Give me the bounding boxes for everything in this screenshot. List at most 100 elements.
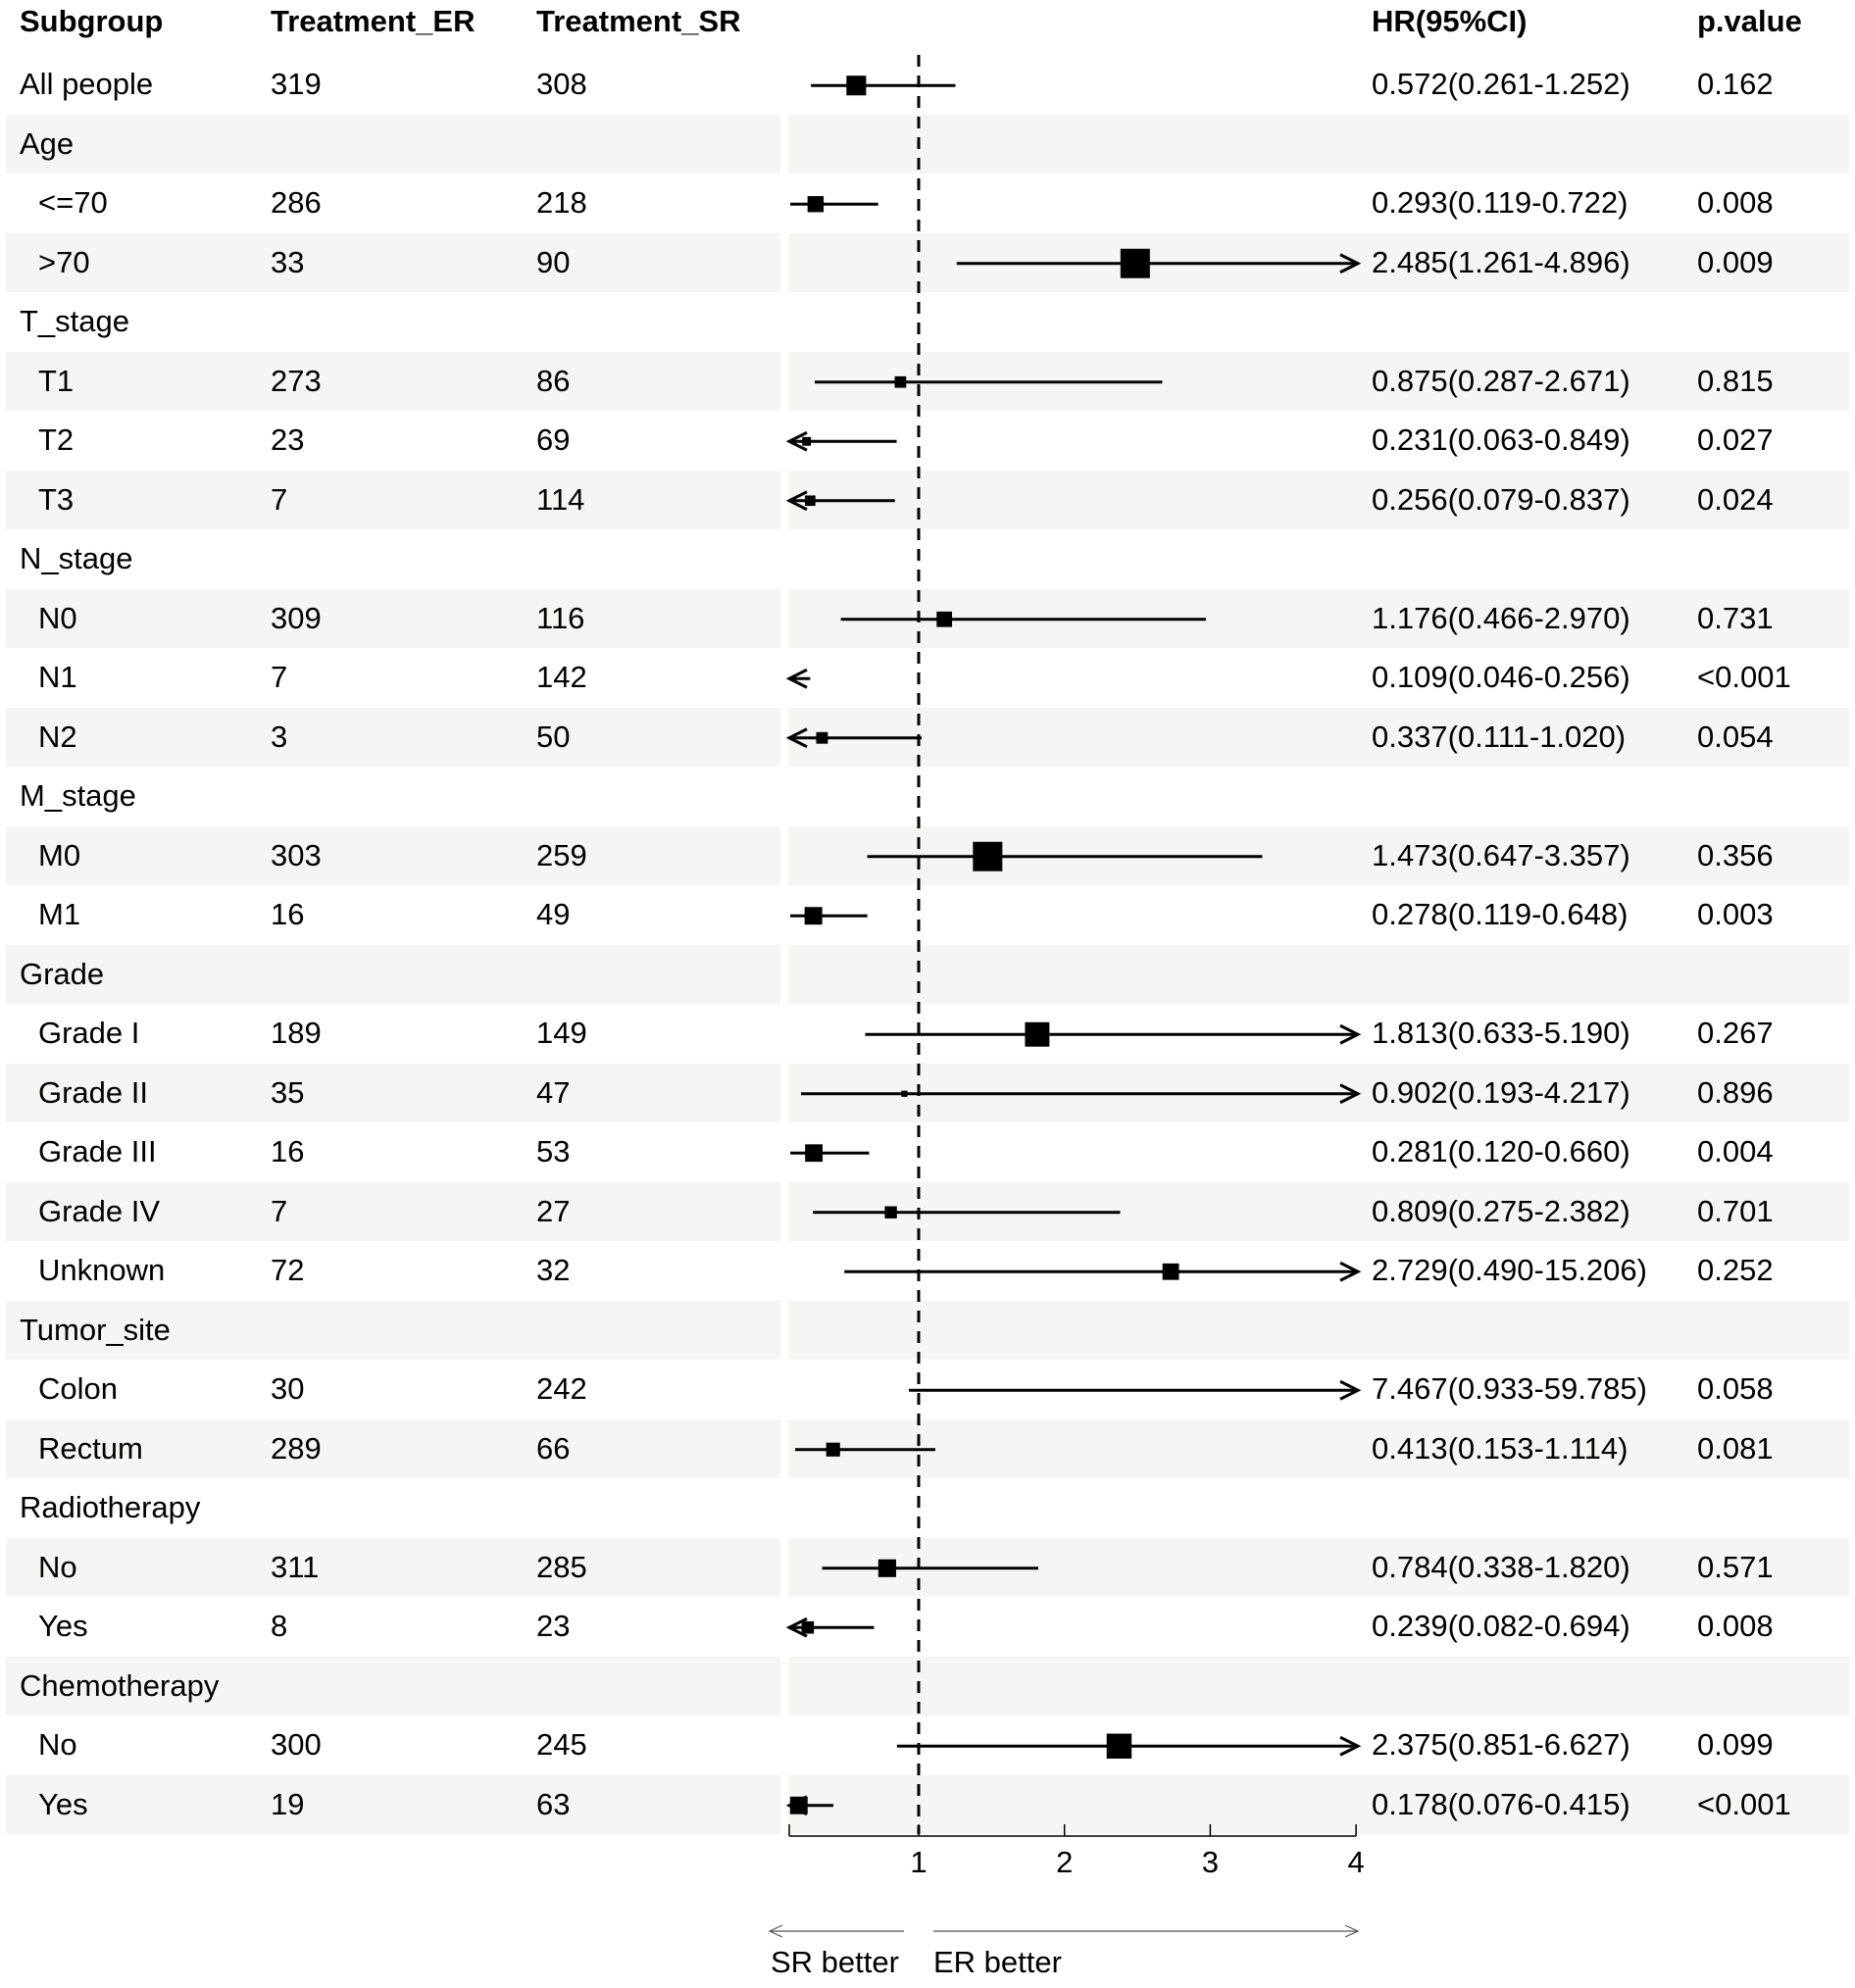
hr-ci-value: 2.729(0.490-15.206) (1372, 1253, 1647, 1287)
group-header-row: M_stage (6, 767, 1849, 826)
hr-point-box (805, 1144, 823, 1163)
treatment-sr-count: 116 (536, 600, 585, 635)
x-axis-tick-label: 4 (1347, 1845, 1364, 1879)
hr-point-box (846, 75, 867, 96)
p-value: 0.009 (1697, 244, 1774, 279)
subgroup-label: N1 (38, 660, 77, 694)
table-row: N0 309 116 1.176(0.466-2.970) 0.731 (6, 588, 1849, 648)
hr-point-box (1120, 248, 1150, 278)
table-row: Grade III 16 53 0.281(0.120-0.660) 0.004 (6, 1122, 1849, 1182)
hr-point-box (816, 731, 828, 744)
header-hr-ci: HR(95%CI) (1372, 4, 1528, 38)
subgroup-label: Grade II (38, 1074, 148, 1110)
ci-right-arrow (1339, 1735, 1362, 1757)
table-row: All people 319 308 0.572(0.261-1.252) 0.162 (6, 55, 1849, 115)
p-value: 0.701 (1697, 1193, 1774, 1228)
row-gap (780, 1063, 788, 1122)
hr-ci-value: 0.784(0.338-1.820) (1372, 1549, 1630, 1584)
row-gap (780, 114, 788, 174)
p-value: 0.356 (1697, 837, 1774, 872)
p-value: 0.081 (1697, 1430, 1774, 1466)
row-gap (780, 1181, 788, 1241)
hr-point-box (802, 436, 812, 446)
subgroup-label: Tumor_site (20, 1312, 171, 1347)
table-row: T3 7 114 0.256(0.079-0.837) 0.024 (6, 470, 1849, 529)
treatment-sr-count: 63 (536, 1786, 571, 1821)
table-row: Grade I 189 149 1.813(0.633-5.190) 0.267 (6, 1004, 1849, 1064)
subgroup-label: Grade I (38, 1016, 140, 1050)
header-treatment-er: Treatment_ER (271, 4, 476, 38)
subgroup-label: No (38, 1549, 77, 1584)
treatment-er-count: 7 (271, 481, 288, 517)
subgroup-label: T3 (38, 481, 75, 517)
treatment-sr-count: 86 (536, 363, 571, 398)
p-value: 0.571 (1697, 1549, 1774, 1584)
ci-right-arrow (1339, 253, 1362, 274)
er-better-arrow-head (1344, 1924, 1360, 1938)
treatment-sr-count: 50 (536, 719, 571, 754)
treatment-er-count: 7 (271, 660, 288, 694)
p-value: 0.008 (1697, 1609, 1774, 1643)
table-row: Unknown 72 32 2.729(0.490-15.206) 0.252 (6, 1241, 1849, 1301)
table-row: Yes 8 23 0.239(0.082-0.694) 0.008 (6, 1597, 1849, 1657)
row-gap (780, 1418, 788, 1478)
table-row: T1 273 86 0.875(0.287-2.671) 0.815 (6, 351, 1849, 411)
table-row: <=70 286 218 0.293(0.119-0.722) 0.008 (6, 174, 1849, 233)
treatment-sr-count: 142 (536, 660, 587, 694)
hr-point-box (936, 611, 953, 627)
treatment-er-count: 289 (271, 1430, 322, 1466)
subgroup-label: >70 (38, 244, 90, 279)
treatment-er-count: 8 (271, 1609, 288, 1643)
subgroup-label: <=70 (38, 185, 108, 220)
p-value: 0.099 (1697, 1727, 1774, 1762)
p-value: 0.267 (1697, 1016, 1774, 1050)
row-gap (780, 1537, 788, 1597)
treatment-er-count: 35 (271, 1074, 305, 1110)
p-value: 0.054 (1697, 719, 1774, 754)
hr-ci-value: 1.813(0.633-5.190) (1372, 1016, 1630, 1050)
hr-ci-value: 0.231(0.063-0.849) (1372, 422, 1630, 457)
hr-ci-value: 0.281(0.120-0.660) (1372, 1134, 1630, 1168)
table-row: >70 33 90 2.485(1.261-4.896) 0.009 (6, 232, 1849, 292)
header-p-value: p.value (1697, 4, 1802, 38)
hr-ci-value: 2.375(0.851-6.627) (1372, 1727, 1630, 1762)
treatment-sr-count: 218 (536, 185, 587, 220)
row-gap (780, 1774, 788, 1834)
table-row: M1 16 49 0.278(0.119-0.648) 0.003 (6, 885, 1849, 945)
treatment-er-count: 16 (271, 1134, 305, 1168)
p-value: 0.731 (1697, 600, 1774, 635)
subgroup-label: Rectum (38, 1430, 143, 1466)
treatment-er-count: 30 (271, 1371, 305, 1406)
row-gap (780, 1300, 788, 1360)
subgroup-label: T_stage (20, 304, 130, 338)
table-row: N2 3 50 0.337(0.111-1.020) 0.054 (6, 707, 1849, 767)
hr-point-box (805, 495, 816, 507)
subgroup-label: M1 (38, 897, 81, 931)
subgroup-label: Grade (20, 956, 105, 991)
treatment-sr-count: 245 (536, 1727, 587, 1762)
treatment-er-count: 72 (271, 1253, 305, 1287)
ci-left-arrow (785, 668, 808, 689)
p-value: <0.001 (1697, 660, 1791, 694)
p-value: 0.896 (1697, 1074, 1774, 1110)
treatment-er-count: 286 (271, 185, 322, 220)
sr-better-label: SR better (771, 1945, 899, 1979)
hr-point-box (804, 907, 823, 925)
row-gap (780, 351, 788, 411)
hr-point-box (801, 1620, 815, 1634)
treatment-sr-count: 49 (536, 897, 571, 931)
subgroup-label: No (38, 1727, 77, 1762)
treatment-sr-count: 69 (536, 422, 571, 457)
p-value: 0.027 (1697, 422, 1774, 457)
subgroup-label: All people (20, 67, 154, 101)
x-axis-tick-label: 3 (1202, 1845, 1219, 1879)
subgroup-label: Radiotherapy (20, 1490, 201, 1524)
hr-point-box (826, 1442, 840, 1457)
hr-point-box (1106, 1733, 1132, 1759)
subgroup-label: N_stage (20, 541, 133, 575)
hr-ci-value: 0.256(0.079-0.837) (1372, 481, 1630, 517)
hr-ci-value: 7.467(0.933-59.785) (1372, 1371, 1647, 1406)
subgroup-label: N2 (38, 719, 77, 754)
group-header-row: Grade (6, 944, 1849, 1004)
